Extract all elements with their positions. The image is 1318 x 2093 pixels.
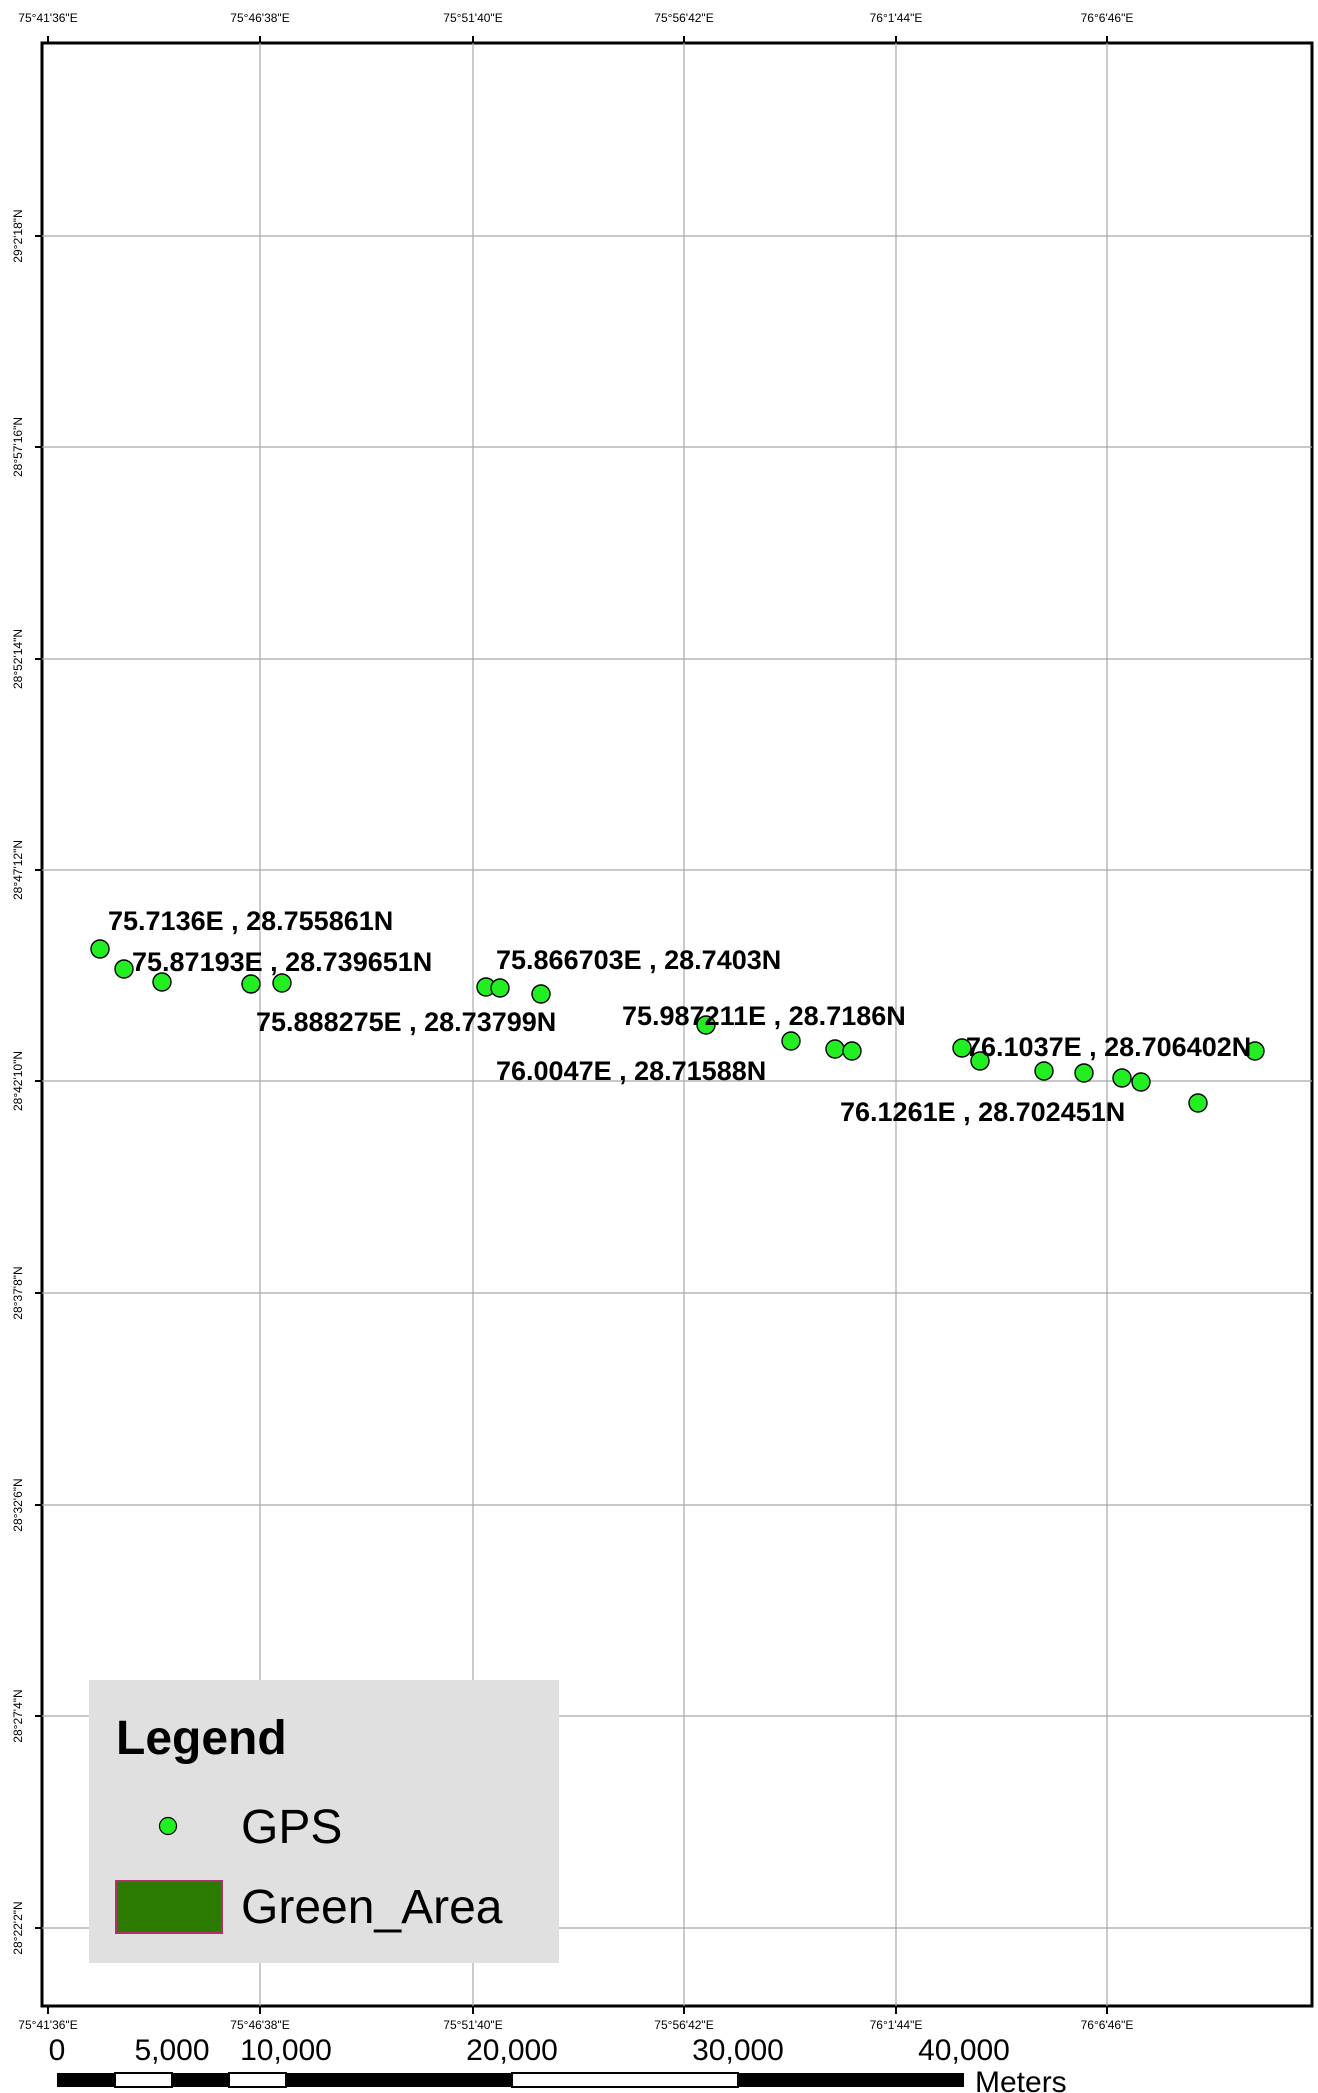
gps-point[interactable] [970,1051,990,1071]
top-lon-label: 75°46'38"E [230,11,289,25]
top-lon-label: 75°51'40"E [443,11,502,25]
frame-ticks [35,36,1108,2014]
gps-point[interactable] [1188,1093,1208,1113]
gps-point-label: 75.87193E , 28.739651N [132,947,432,977]
gps-point[interactable] [842,1041,862,1061]
lat-label: 28°32'6"N [11,1478,25,1531]
scale-bar: 0 5,000 10,000 20,000 30,000 40,000 Mete… [49,2034,1067,2093]
gps-point[interactable] [781,1031,801,1051]
gps-point-label: 75.866703E , 28.7403N [496,945,781,975]
lat-label: 28°27'4"N [11,1689,25,1742]
scale-segment [738,2073,964,2087]
gps-point[interactable] [1245,1041,1265,1061]
legend-title: Legend [116,1712,287,1765]
legend-gps-label: GPS [241,1801,342,1854]
gps-point[interactable] [1112,1068,1132,1088]
map-border [40,41,1314,2008]
gps-point[interactable] [90,939,110,959]
gps-point[interactable] [952,1038,972,1058]
scale-segment [286,2073,512,2087]
gps-point[interactable] [1074,1063,1094,1083]
scale-tick-label: 0 [49,2034,66,2067]
bottom-lon-label: 75°51'40"E [443,2018,502,2032]
lat-label: 28°57'16"N [11,417,25,477]
gps-point[interactable] [241,974,261,994]
legend-green-area-symbol [115,1880,223,1934]
lat-label: 29°2'18"N [11,209,25,262]
bottom-lon-labels: 75°41'36"E 75°46'38"E 75°51'40"E 75°56'4… [18,2018,1133,2032]
gps-point[interactable] [490,978,510,998]
scale-segment [228,2072,287,2088]
scale-unit: Meters [975,2066,1067,2093]
scale-tick-label: 5,000 [134,2034,209,2067]
gps-point[interactable] [531,984,551,1004]
gps-point-label: 76.0047E , 28.71588N [496,1056,766,1086]
scale-tick-label: 10,000 [240,2034,332,2067]
scale-tick-label: 40,000 [918,2034,1010,2067]
gps-point[interactable] [696,1015,716,1035]
top-lon-labels: 75°41'36"E 75°46'38"E 75°51'40"E 75°56'4… [18,11,1133,25]
scale-tick-label: 30,000 [692,2034,784,2067]
gps-point[interactable] [1131,1072,1151,1092]
bottom-lon-label: 76°6'46"E [1081,2018,1134,2032]
gps-point[interactable] [825,1039,845,1059]
gps-point-labels: 75.7136E , 28.755861N 75.87193E , 28.739… [108,906,1251,1127]
gps-point-label: 75.888275E , 28.73799N [256,1007,556,1037]
top-lon-label: 75°41'36"E [18,11,77,25]
legend-gps-symbol [158,1816,178,1836]
scale-tick-label: 20,000 [466,2034,558,2067]
lat-label: 28°52'14"N [11,629,25,689]
gps-point-label: 76.1037E , 28.706402N [966,1032,1251,1062]
gps-point[interactable] [1034,1061,1054,1081]
bottom-lon-label: 75°46'38"E [230,2018,289,2032]
gps-points [90,939,1265,1113]
scale-segment [57,2073,115,2087]
scale-segment [114,2072,173,2088]
legend-green-area-label: Green_Area [241,1881,503,1934]
bottom-lon-label: 75°56'42"E [654,2018,713,2032]
top-lon-label: 76°1'44"E [870,11,923,25]
scale-segment [511,2072,739,2088]
gps-point[interactable] [152,972,172,992]
bottom-lon-label: 76°1'44"E [870,2018,923,2032]
gps-point[interactable] [272,973,292,993]
lat-label: 28°37'8"N [11,1266,25,1319]
gps-point-label: 75.987211E , 28.7186N [622,1001,906,1031]
gps-point[interactable] [114,959,134,979]
top-lon-label: 76°6'46"E [1081,11,1134,25]
top-lon-label: 75°56'42"E [654,11,713,25]
lat-label: 28°42'10"N [11,1051,25,1111]
lat-label: 28°22'2"N [11,1901,25,1954]
scale-segment [172,2073,229,2087]
gps-point-label: 75.7136E , 28.755861N [108,906,393,936]
lat-label: 28°47'12"N [11,840,25,900]
legend: Legend GPS Green_Area [89,1680,559,1963]
lat-labels: 29°2'18"N 28°57'16"N 28°52'14"N 28°47'12… [11,209,25,1954]
bottom-lon-label: 75°41'36"E [18,2018,77,2032]
gps-point-label: 76.1261E , 28.702451N [840,1097,1125,1127]
